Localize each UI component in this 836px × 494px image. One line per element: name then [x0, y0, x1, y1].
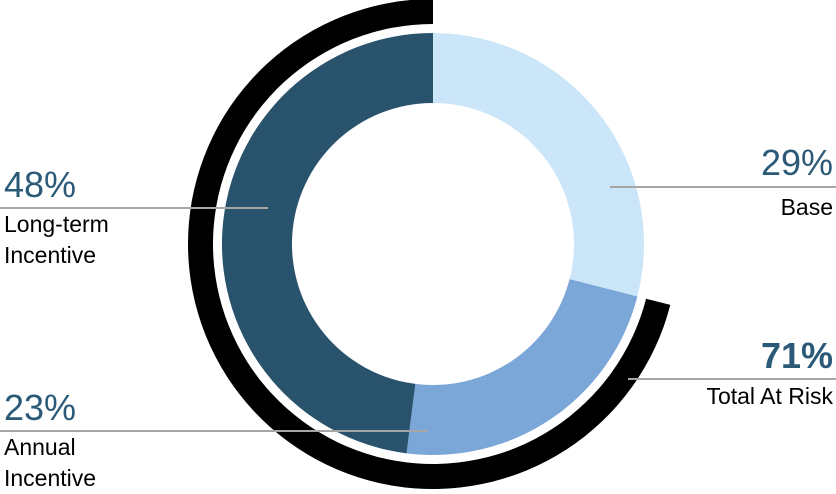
long-term-name-line2: Incentive	[4, 242, 97, 268]
base-name-label: Base	[780, 194, 833, 220]
annual-name-line1: Annual	[4, 434, 76, 460]
segment-annual-incentive	[406, 279, 638, 456]
total-at-risk-name-label: Total At Risk	[706, 383, 833, 409]
base-pct-label: 29%	[760, 142, 833, 183]
annual-name-line2: Incentive	[4, 465, 97, 491]
total-at-risk-leader-line	[628, 378, 836, 380]
annual-leader-line	[0, 430, 428, 432]
annual-pct-label: 23%	[4, 387, 77, 428]
segment-base	[433, 33, 644, 297]
long-term-name-line1: Long-term	[4, 211, 109, 237]
long-term-leader-line	[0, 207, 268, 209]
long-term-name-label: Long-term Incentive	[4, 209, 109, 271]
segment-long-term-incentive	[221, 32, 433, 454]
base-leader-line	[610, 186, 836, 188]
annual-name-label: Annual Incentive	[4, 432, 96, 494]
long-term-pct-label: 48%	[4, 164, 77, 205]
total-at-risk-pct-label: 71%	[760, 335, 833, 376]
